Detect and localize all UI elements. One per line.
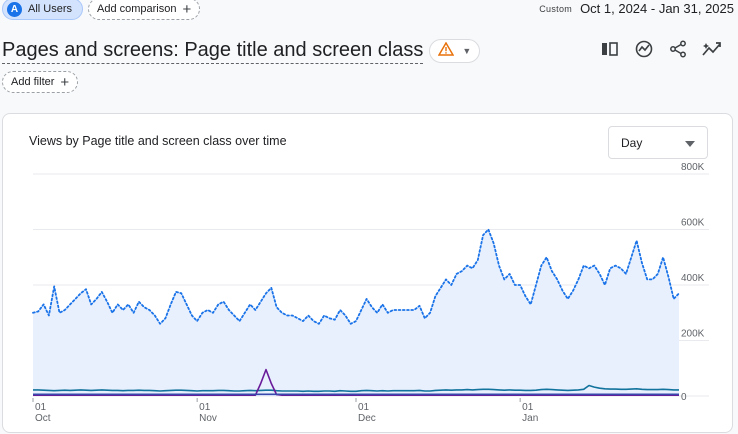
x-tick-day: 01 [199,402,211,413]
warning-icon [438,41,455,60]
chart-card: Views by Page title and screen class ove… [2,113,733,433]
caret-down-icon [685,136,695,150]
top-bar: A All Users Add comparison + Custom Oct … [0,0,738,22]
y-tick-label: 800K [681,162,705,173]
segment-label: All Users [28,3,73,15]
x-tick-day: 01 [358,402,370,413]
x-tick-month: Nov [199,413,217,424]
x-tick-day: 01 [522,402,534,413]
add-filter-label: Add filter [11,76,55,88]
chevron-down-icon: ▼ [462,46,472,56]
add-filter-button[interactable]: Add filter + [2,71,79,93]
plus-icon: + [60,73,70,91]
y-tick-label: 200K [681,329,705,340]
granularity-value: Day [621,135,643,150]
y-tick-label: 600K [681,218,705,229]
date-range-picker[interactable]: Custom Oct 1, 2024 - Jan 31, 2025 [539,1,734,16]
x-tick-month: Jan [522,413,538,424]
total-series-line [32,228,680,325]
chart-title: Views by Page title and screen class ove… [29,134,287,148]
page-title[interactable]: Pages and screens: Page title and screen… [2,38,424,64]
series1-series-line [33,384,679,393]
report-toolbar [600,38,722,60]
x-tick-month: Dec [358,413,376,424]
data-quality-button[interactable]: ▼ [429,39,481,63]
y-tick-label: 400K [681,273,705,284]
compare-columns-icon[interactable] [600,38,620,60]
segment-avatar: A [7,1,22,17]
insights-icon[interactable] [634,38,654,60]
y-tick-label: 0 [681,392,687,403]
total-area [33,229,679,396]
x-tick-day: 01 [35,402,47,413]
custom-label: Custom [539,3,573,14]
add-comparison-label: Add comparison [97,3,177,15]
granularity-select[interactable]: Day [608,126,708,159]
x-tick-month: Oct [35,413,51,424]
plus-icon: + [182,0,192,18]
trending-icon[interactable] [702,38,722,60]
report-title-row: Pages and screens: Page title and screen… [2,38,481,64]
segment-chip-all-users[interactable]: A All Users [2,0,84,20]
share-icon[interactable] [668,38,688,60]
date-range-text: Oct 1, 2024 - Jan 31, 2025 [580,1,734,16]
add-comparison-button[interactable]: Add comparison + [88,0,201,20]
series2-series-line [33,368,679,396]
